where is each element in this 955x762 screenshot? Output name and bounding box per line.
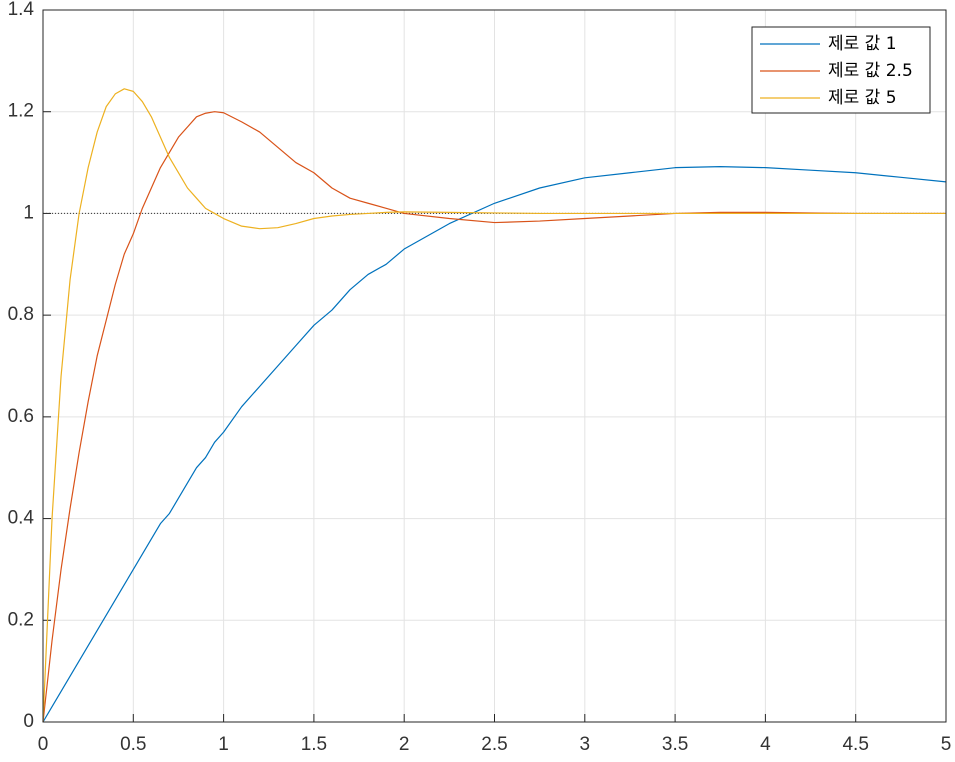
x-tick-label: 1.5 [301,734,327,755]
legend-label: 제로 값 1 [828,34,897,54]
x-tick-label: 3 [580,734,591,755]
series-line [42,88,946,723]
x-tick-label: 0 [38,734,49,755]
series-line [42,166,947,723]
x-tick-label: 4.5 [842,734,868,755]
x-tick-label: 2 [399,734,410,755]
x-tick-label: 4 [760,734,771,755]
x-tick-label: 3.5 [662,734,688,755]
x-tick-label: 1 [218,734,229,755]
series-line [42,111,946,723]
legend-box [751,26,931,114]
plot-frame [42,9,947,723]
y-tick-label: 1.4 [8,0,35,20]
y-tick-label: 1.2 [8,101,34,122]
legend-label: 제로 값 5 [828,88,897,108]
y-tick-label: 1 [23,202,34,223]
y-tick-label: 0.6 [8,406,34,427]
y-tick-label: 0 [23,711,34,732]
y-tick-label: 0.4 [8,508,35,529]
x-tick-label: 0.5 [120,734,146,755]
x-tick-label: 2.5 [481,734,507,755]
x-tick-label: 5 [941,734,952,755]
legend-label: 제로 값 2.5 [828,61,913,81]
y-tick-label: 0.2 [8,609,34,630]
y-tick-label: 0.8 [8,304,34,325]
